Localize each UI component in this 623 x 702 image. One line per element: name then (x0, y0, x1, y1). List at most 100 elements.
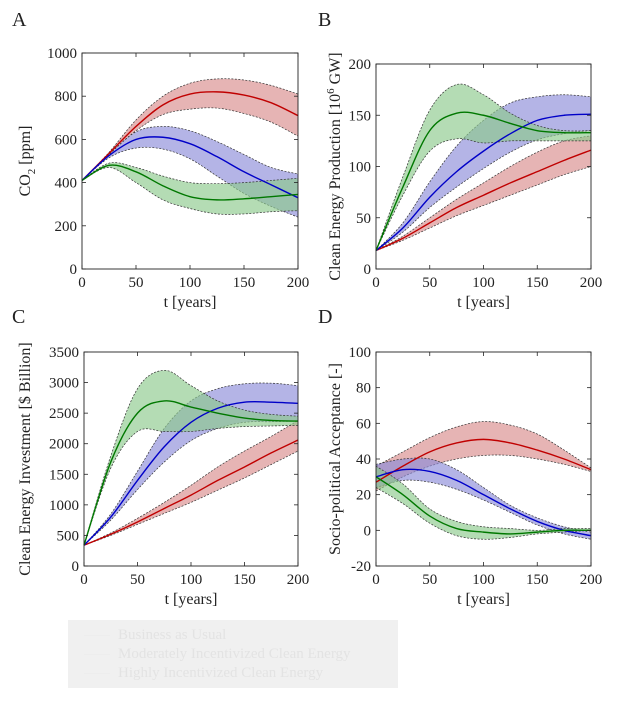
y-tick-label: 2000 (49, 437, 79, 453)
band-bau (84, 420, 298, 546)
x-tick-label: 0 (372, 275, 380, 291)
series-line-bau (83, 439, 299, 546)
x-tick-label: 0 (372, 572, 380, 588)
lower-bound-bau (83, 450, 299, 546)
x-axis-label: t [years] (457, 591, 510, 608)
legend: Business as Usual Moderately Incentivize… (68, 620, 398, 688)
series-line-moderate (83, 400, 299, 546)
x-tick-label: 100 (472, 275, 495, 291)
band-bau (376, 135, 591, 251)
band-high (82, 162, 298, 215)
y-tick-label: 100 (349, 160, 372, 176)
x-tick-label: 100 (472, 572, 495, 588)
y-tick-label: 0 (364, 262, 372, 278)
lower-bound-high (83, 425, 299, 546)
series-line-bau (81, 91, 299, 181)
upper-bound-moderate (375, 457, 592, 533)
upper-bound-bau (375, 135, 592, 251)
upper-bound-high (83, 369, 299, 546)
x-tick-label: 150 (233, 275, 256, 291)
x-tick-label: 100 (180, 572, 203, 588)
panel-C: C0 50 100 150 200050010001500200025003000350… (12, 306, 309, 608)
x-tick-label: 200 (580, 572, 603, 588)
legend-item-moderate: Moderately Incentivized Clean Energy (84, 645, 351, 663)
y-tick-label: 60 (356, 416, 371, 432)
panel-label: D (318, 306, 332, 328)
y-axis-label: Clean Energy Production [106 GW] (325, 52, 344, 280)
series-line-high (375, 476, 592, 535)
panel-label: B (318, 9, 331, 31)
y-axis-label: Socio-political Acceptance [-] (327, 363, 344, 555)
lower-bound-moderate (375, 479, 592, 540)
y-tick-label: 150 (349, 108, 372, 124)
y-tick-label: 1000 (49, 498, 79, 514)
x-tick-label: 50 (422, 275, 437, 291)
upper-bound-high (375, 83, 592, 251)
legend-line-bau (84, 634, 110, 636)
lower-bound-moderate (375, 130, 592, 251)
y-tick-label: 200 (349, 57, 372, 73)
x-tick-label: 150 (526, 572, 549, 588)
y-tick-label: 400 (55, 176, 78, 192)
lower-bound-bau (375, 166, 592, 251)
y-tick-label: 500 (57, 528, 80, 544)
x-tick-label: 150 (233, 572, 256, 588)
upper-bound-moderate (81, 126, 299, 181)
band-high (376, 466, 591, 540)
y-tick-label: 50 (356, 211, 371, 227)
upper-bound-bau (83, 420, 299, 546)
y-tick-label: 200 (55, 219, 78, 235)
panel-label: C (12, 306, 25, 328)
legend-label-moderate: Moderately Incentivized Clean Energy (118, 645, 351, 662)
legend-label-bau: Business as Usual (118, 626, 227, 643)
series-line-bau (375, 438, 592, 483)
y-tick-label: -20 (351, 559, 371, 575)
lower-bound-bau (81, 107, 299, 181)
legend-item-high: Highly Incentivized Clean Energy (84, 664, 323, 682)
y-tick-label: 3000 (49, 376, 79, 392)
x-tick-label: 0 (78, 275, 86, 291)
x-tick-label: 150 (526, 275, 549, 291)
legend-label-high: Highly Incentivized Clean Energy (118, 664, 324, 681)
x-tick-label: 50 (129, 275, 144, 291)
series-line-high (81, 164, 299, 201)
lower-bound-high (375, 138, 591, 251)
y-tick-label: 600 (55, 132, 78, 148)
y-tick-label: 40 (356, 452, 371, 468)
series-line-moderate (375, 113, 592, 252)
series-line-high (83, 400, 299, 546)
y-tick-label: 800 (55, 89, 78, 105)
x-axis-label: t [years] (457, 294, 510, 311)
y-tick-label: 100 (349, 345, 372, 361)
y-tick-label: 2500 (49, 406, 79, 422)
x-tick-label: 200 (287, 275, 310, 291)
upper-bound-bau (375, 421, 592, 469)
series-line-moderate (81, 136, 299, 199)
x-tick-label: 200 (580, 275, 603, 291)
x-tick-label: 50 (422, 572, 437, 588)
y-axis-label: CO2 [ppm] (17, 126, 38, 197)
band-bau (376, 421, 591, 492)
series-line-high (375, 111, 592, 251)
band-moderate (376, 457, 591, 540)
y-tick-label: 1500 (49, 467, 79, 483)
legend-line-moderate (84, 653, 110, 655)
y-tick-label: 3500 (49, 345, 79, 361)
lower-bound-moderate (81, 146, 299, 218)
upper-bound-moderate (83, 382, 299, 546)
y-tick-label: 1000 (47, 46, 77, 62)
x-tick-label: 100 (179, 275, 202, 291)
panel-B: B 0 50 100 150 200 0 50 100 150 200 t [years] Clean … (318, 9, 602, 311)
x-axis-label: t [years] (164, 294, 217, 311)
legend-line-high (84, 672, 110, 674)
y-tick-label: 80 (356, 381, 371, 397)
series-line-bau (375, 149, 592, 252)
series-line-moderate (375, 468, 592, 537)
panel-label: A (12, 9, 27, 31)
legend-item-bau: Business as Usual (84, 626, 226, 644)
x-tick-label: 200 (287, 572, 310, 588)
y-tick-label: 0 (70, 262, 78, 278)
lower-bound-high (81, 167, 299, 215)
